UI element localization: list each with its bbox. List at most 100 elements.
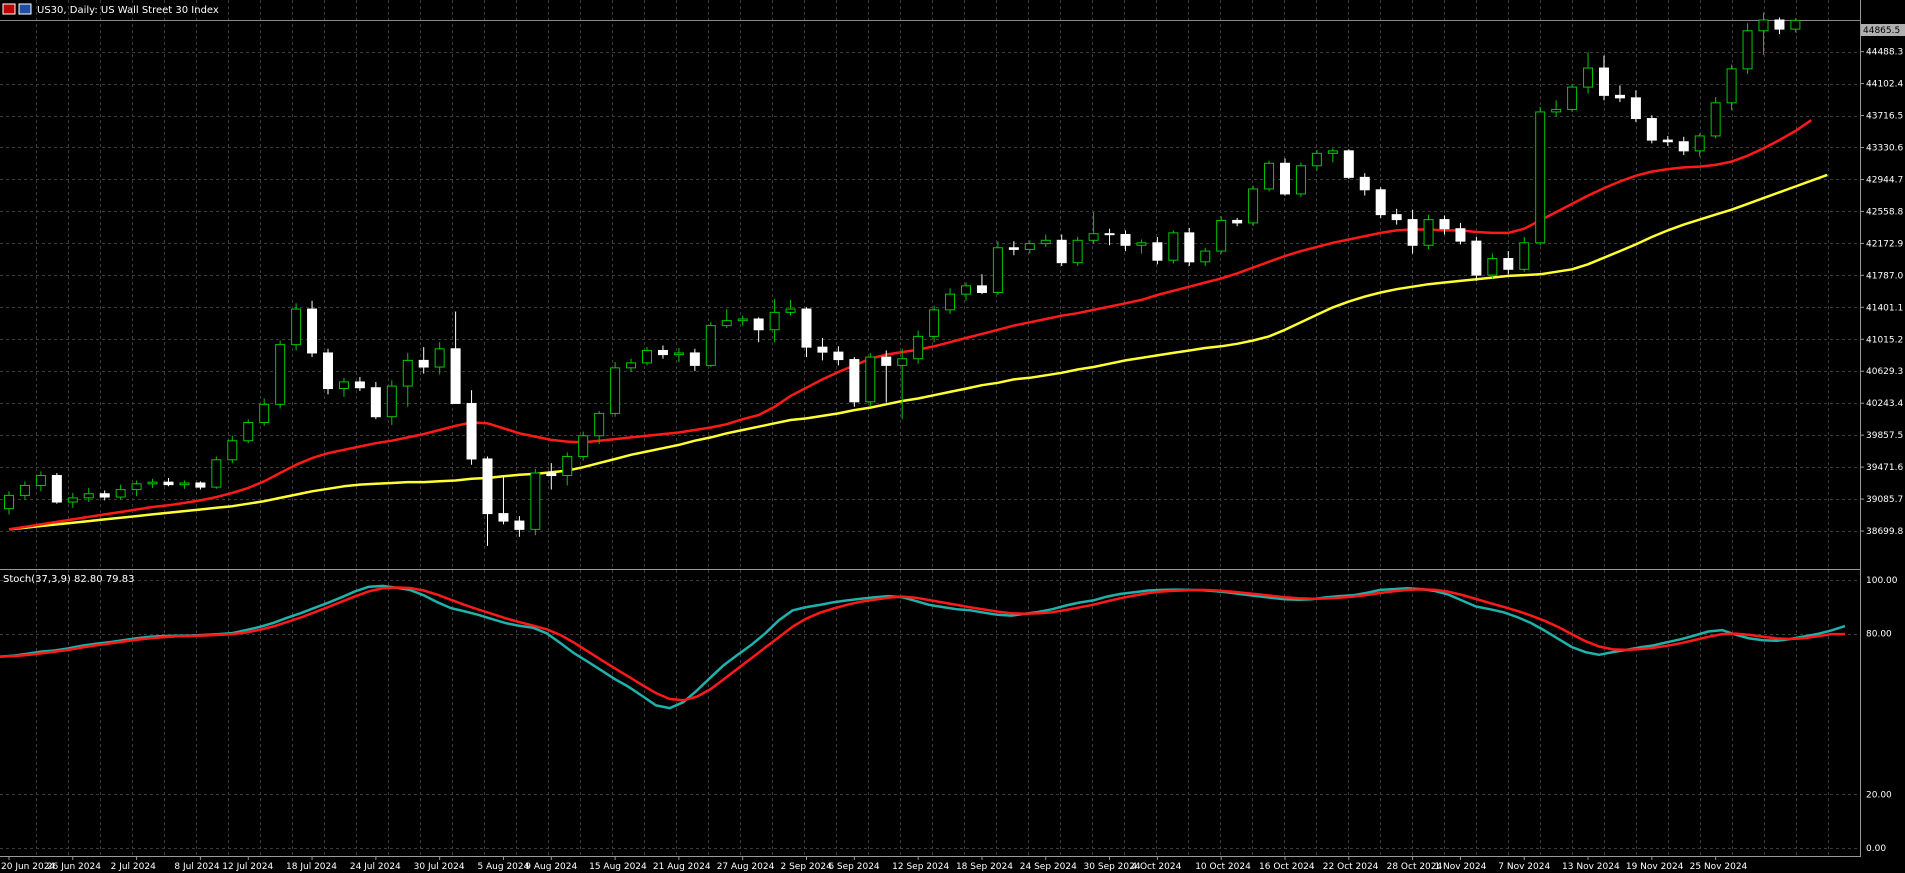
- time-tick-label: 24 Sep 2024: [1020, 862, 1077, 872]
- candle-body: [354, 381, 365, 389]
- candle: [307, 300, 318, 358]
- candle-body: [4, 494, 14, 510]
- candle: [1391, 208, 1402, 225]
- candle: [1056, 234, 1067, 266]
- time-tick-label: 30 Jul 2024: [414, 862, 465, 872]
- candle-body: [466, 402, 477, 460]
- candle: [849, 357, 860, 407]
- candle: [291, 303, 302, 351]
- candle-body: [737, 318, 748, 322]
- time-tick-label: 10 Oct 2024: [1195, 862, 1251, 872]
- chart-type-icon[interactable]: [18, 3, 32, 15]
- candle: [1200, 247, 1211, 266]
- candle-body: [1774, 19, 1785, 30]
- candle: [1551, 100, 1562, 117]
- candle: [498, 475, 509, 525]
- candle: [99, 490, 110, 501]
- candle: [1104, 228, 1115, 246]
- candle: [976, 274, 987, 295]
- candle: [67, 492, 78, 508]
- candle: [19, 481, 30, 500]
- candle-body: [1535, 111, 1546, 244]
- time-tick-label: 26 Jun 2024: [47, 862, 101, 872]
- ma-fast-line: [8, 119, 1813, 531]
- candle-body: [1439, 219, 1450, 230]
- candle-body: [1152, 242, 1163, 261]
- candle-body: [833, 351, 844, 361]
- candle: [370, 381, 381, 420]
- candle: [1264, 160, 1275, 192]
- window-title-bar: US30, Daily: US Wall Street 30 Index: [2, 3, 219, 16]
- candle-body: [418, 359, 429, 368]
- candle-body: [1120, 234, 1131, 246]
- candle-body: [259, 403, 270, 424]
- window-title: US30, Daily: US Wall Street 30 Index: [37, 5, 219, 16]
- candle-body: [1024, 243, 1035, 250]
- candle: [466, 390, 477, 465]
- time-tick-label: 22 Oct 2024: [1323, 862, 1379, 872]
- time-tick-label: 1 Nov 2024: [1434, 862, 1486, 872]
- flag-icon[interactable]: [2, 3, 16, 15]
- candle: [769, 299, 780, 343]
- candle: [897, 348, 908, 420]
- candle-body: [1264, 162, 1275, 190]
- time-tick-label: 13 Nov 2024: [1562, 862, 1620, 872]
- stoch-tick-label: 100.00: [1866, 576, 1898, 586]
- candle-body: [1567, 86, 1578, 110]
- candle: [1008, 241, 1019, 256]
- candle: [1726, 64, 1737, 111]
- stoch-main-line: [0, 584, 1846, 710]
- candle-body: [1104, 233, 1115, 236]
- candle: [785, 299, 796, 316]
- candle-body: [1168, 232, 1179, 261]
- candle: [179, 480, 190, 489]
- candle: [1295, 162, 1306, 198]
- candle: [626, 358, 637, 372]
- candle-body: [402, 359, 413, 387]
- candle-body: [1359, 176, 1370, 191]
- candle: [546, 463, 557, 490]
- candle: [610, 362, 621, 417]
- candle: [689, 348, 700, 372]
- candle: [338, 377, 349, 397]
- price-tick-label: 44102.4: [1866, 80, 1903, 90]
- candle-body: [35, 475, 46, 486]
- candle-body: [307, 308, 318, 354]
- candle: [1184, 227, 1195, 266]
- candle-body: [1072, 239, 1083, 264]
- candle: [1359, 173, 1370, 196]
- candle: [1168, 230, 1179, 264]
- candle-body: [1678, 141, 1689, 152]
- candle: [1280, 158, 1290, 196]
- candle-body: [370, 387, 381, 418]
- candle-body: [1343, 150, 1354, 178]
- candle-body: [594, 412, 605, 437]
- candle-body: [275, 344, 286, 405]
- price-tick-label: 42172.9: [1866, 239, 1903, 249]
- candle-body: [817, 346, 828, 353]
- price-tick-label: 40629.3: [1866, 367, 1903, 377]
- candle: [737, 315, 748, 326]
- time-tick-label: 2 Jul 2024: [111, 862, 156, 872]
- candle-body: [1407, 219, 1418, 246]
- candle-body: [1040, 239, 1051, 245]
- candle-body: [1200, 250, 1211, 263]
- candle-body: [1630, 97, 1641, 120]
- candle: [1758, 12, 1769, 55]
- candle-body: [642, 349, 652, 364]
- candle-body: [721, 320, 732, 327]
- time-tick-label: 19 Nov 2024: [1626, 862, 1684, 872]
- candle: [1232, 217, 1243, 227]
- candle-body: [211, 459, 222, 488]
- time-tick-label: 7 Nov 2024: [1498, 862, 1550, 872]
- time-tick-label: 20 Jun 2024: [1, 862, 55, 872]
- time-tick-label: 27 Aug 2024: [717, 862, 775, 872]
- candle: [1694, 133, 1705, 157]
- candle-body: [386, 385, 397, 418]
- candle-body: [1503, 258, 1514, 270]
- candle: [1519, 236, 1530, 272]
- price-tick-label: 38699.8: [1866, 527, 1903, 537]
- candle: [227, 435, 238, 464]
- candle: [1423, 214, 1434, 250]
- candle-body: [865, 356, 876, 403]
